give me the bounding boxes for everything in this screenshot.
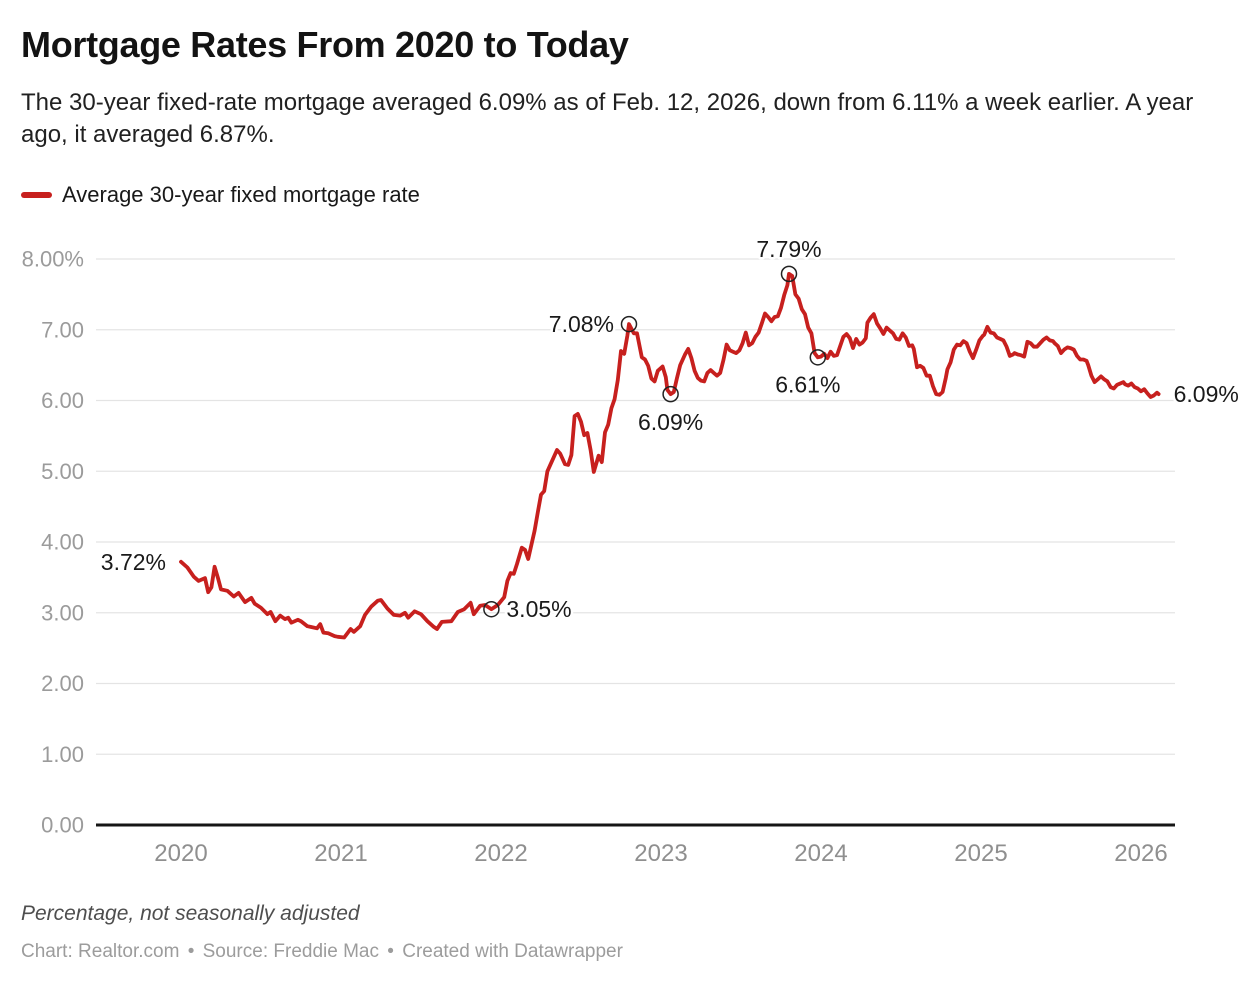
y-axis-tick-label: 6.00 xyxy=(41,388,84,413)
page-title: Mortgage Rates From 2020 to Today xyxy=(21,24,629,65)
annotation-label: 6.61% xyxy=(775,371,840,397)
legend-swatch-red-line xyxy=(21,192,52,198)
y-axis-tick-label: 0.00 xyxy=(41,813,84,838)
annotation-label: 6.09% xyxy=(1174,381,1239,407)
y-axis-tick-label: 4.00 xyxy=(41,530,84,555)
credit-chart-source-link[interactable]: Realtor.com xyxy=(78,941,180,962)
y-axis-tick-label: 2.00 xyxy=(41,671,84,696)
y-axis-tick-label: 8.00% xyxy=(22,247,84,272)
credit-tool-link[interactable]: Datawrapper xyxy=(514,941,623,962)
credit-chart-label: Chart: xyxy=(21,941,73,962)
annotation-label: 7.08% xyxy=(549,311,614,337)
y-axis-tick-label: 3.00 xyxy=(41,600,84,625)
x-axis-tick-label: 2024 xyxy=(794,840,847,867)
footnote: Percentage, not seasonally adjusted xyxy=(21,902,360,925)
x-axis-tick-label: 2025 xyxy=(954,840,1007,867)
x-axis-tick-label: 2026 xyxy=(1114,840,1167,867)
annotation-label: 3.05% xyxy=(506,596,571,622)
x-axis-tick-label: 2021 xyxy=(314,840,367,867)
credit-separator: • xyxy=(387,941,394,962)
x-axis-tick-label: 2022 xyxy=(474,840,527,867)
annotation-circle xyxy=(780,265,798,283)
credit-created-label: Created with xyxy=(402,941,509,962)
annotation-circle xyxy=(809,349,827,366)
annotation-label: 6.09% xyxy=(638,409,703,435)
annotation-circle xyxy=(662,385,679,403)
attribution: Chart: Realtor.com • Source: Freddie Mac… xyxy=(21,941,623,963)
y-axis-tick-label: 5.00 xyxy=(41,459,84,484)
y-axis-tick-label: 1.00 xyxy=(41,742,84,767)
x-axis-tick-label: 2023 xyxy=(634,840,687,867)
credit-source-label: Source: xyxy=(202,941,269,962)
series-line-30yr-rate[interactable] xyxy=(179,271,1161,640)
x-axis-tick-label: 2020 xyxy=(154,840,207,867)
credit-separator: • xyxy=(187,941,195,962)
annotation-circle xyxy=(483,600,500,618)
annotation-label: 7.79% xyxy=(756,236,821,262)
annotation-circle xyxy=(620,315,638,333)
y-axis-tick-label: 7.00 xyxy=(41,317,84,342)
legend: Average 30-year fixed mortgage rate xyxy=(21,182,420,208)
chart-subtitle: The 30-year fixed-rate mortgage averaged… xyxy=(21,89,1194,148)
credit-source-link[interactable]: Freddie Mac xyxy=(273,941,379,962)
annotation-label: 3.72% xyxy=(101,549,166,575)
legend-label: Average 30-year fixed mortgage rate xyxy=(62,182,420,207)
